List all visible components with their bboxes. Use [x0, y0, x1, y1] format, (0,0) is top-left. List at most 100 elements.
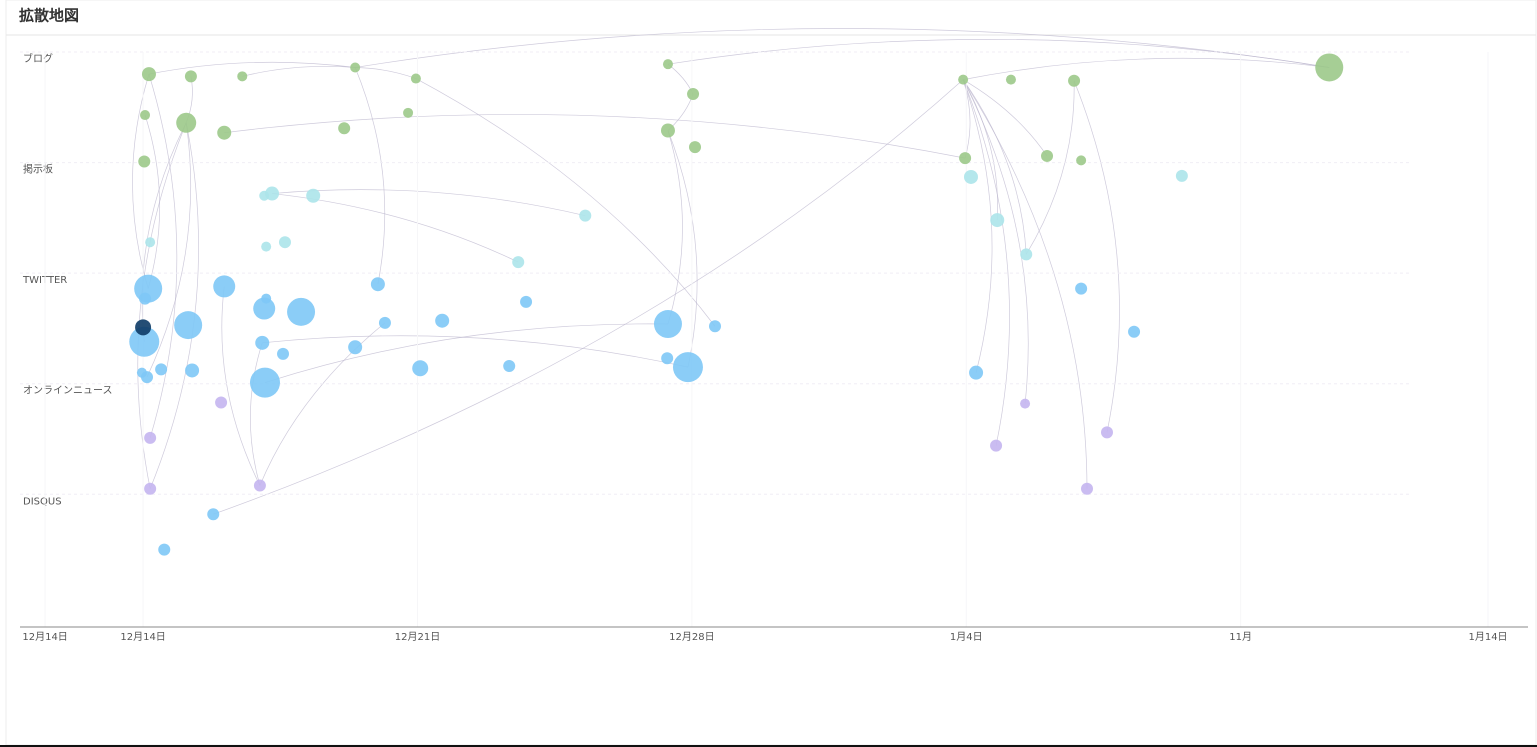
link — [132, 74, 150, 289]
link — [272, 193, 519, 263]
node — [140, 110, 151, 121]
node — [662, 59, 673, 70]
link — [963, 57, 1330, 80]
link — [149, 122, 199, 489]
node — [410, 73, 421, 84]
node — [1128, 325, 1141, 338]
y-tick-label: オンラインニュース — [23, 385, 113, 397]
node — [141, 67, 156, 82]
node — [261, 241, 272, 252]
node — [1075, 282, 1088, 295]
node — [687, 88, 700, 101]
link — [354, 67, 386, 285]
x-tick-label: 12月21日 — [395, 631, 440, 643]
node — [338, 122, 351, 135]
link — [355, 28, 1330, 68]
node — [184, 70, 197, 83]
link — [1073, 80, 1120, 433]
node — [158, 543, 171, 556]
node — [435, 313, 450, 328]
node — [990, 439, 1003, 452]
node — [378, 316, 391, 329]
link — [415, 78, 716, 327]
node — [144, 482, 157, 495]
panel-title: 拡散地図 — [19, 7, 79, 25]
node — [350, 62, 361, 73]
node — [287, 297, 316, 326]
node — [579, 209, 592, 222]
node — [145, 237, 156, 248]
x-tick-label: 1月14日 — [1468, 631, 1507, 643]
node — [1315, 53, 1344, 82]
node — [1100, 426, 1113, 439]
y-tick-label: 掲示板 — [23, 163, 53, 176]
link — [144, 114, 160, 289]
link — [242, 65, 356, 77]
link — [962, 79, 1048, 157]
node — [1081, 482, 1094, 495]
node — [207, 508, 220, 521]
link — [213, 79, 964, 515]
node — [253, 297, 276, 320]
links — [132, 28, 1330, 515]
node — [661, 352, 674, 365]
link — [262, 335, 689, 368]
node — [963, 169, 978, 184]
node — [144, 431, 157, 444]
node — [959, 152, 972, 165]
link — [962, 79, 993, 373]
link — [355, 67, 417, 79]
node — [412, 360, 429, 377]
link — [137, 122, 187, 489]
link — [148, 61, 356, 75]
node — [1005, 74, 1016, 85]
link — [146, 122, 192, 378]
node — [969, 365, 984, 380]
node — [237, 71, 248, 82]
node — [520, 295, 533, 308]
node — [1041, 149, 1054, 162]
link — [250, 342, 263, 486]
x-tick-label: 1月4日 — [950, 631, 983, 643]
node — [155, 363, 168, 376]
node — [990, 213, 1005, 228]
node — [129, 326, 160, 357]
node — [1020, 398, 1031, 409]
node — [265, 186, 280, 201]
node — [249, 367, 280, 398]
node — [185, 363, 200, 378]
link — [1025, 80, 1075, 255]
node — [512, 256, 525, 269]
link — [962, 79, 1027, 255]
node — [253, 479, 266, 492]
y-tick-label: ブログ — [23, 52, 53, 65]
link — [224, 114, 966, 159]
node — [135, 319, 152, 336]
link — [667, 39, 1330, 68]
node — [174, 311, 203, 340]
x-tick-label: 12月28日 — [669, 631, 714, 643]
link — [141, 122, 187, 342]
node — [370, 277, 385, 292]
link — [667, 130, 683, 325]
y-tick-label: DISQUS — [23, 496, 62, 507]
node — [176, 112, 197, 133]
node — [139, 292, 152, 305]
node — [689, 141, 702, 154]
node — [1020, 248, 1033, 261]
node — [653, 310, 682, 339]
node — [1068, 74, 1081, 87]
node — [138, 155, 151, 168]
node — [348, 340, 363, 355]
link — [667, 130, 698, 368]
x-tick-label: 11月 — [1229, 631, 1252, 643]
node — [277, 347, 290, 360]
node — [660, 123, 675, 138]
node — [503, 360, 516, 373]
link — [259, 322, 386, 486]
node — [958, 74, 969, 85]
panel-frame — [5, 0, 1537, 746]
node — [255, 335, 270, 350]
